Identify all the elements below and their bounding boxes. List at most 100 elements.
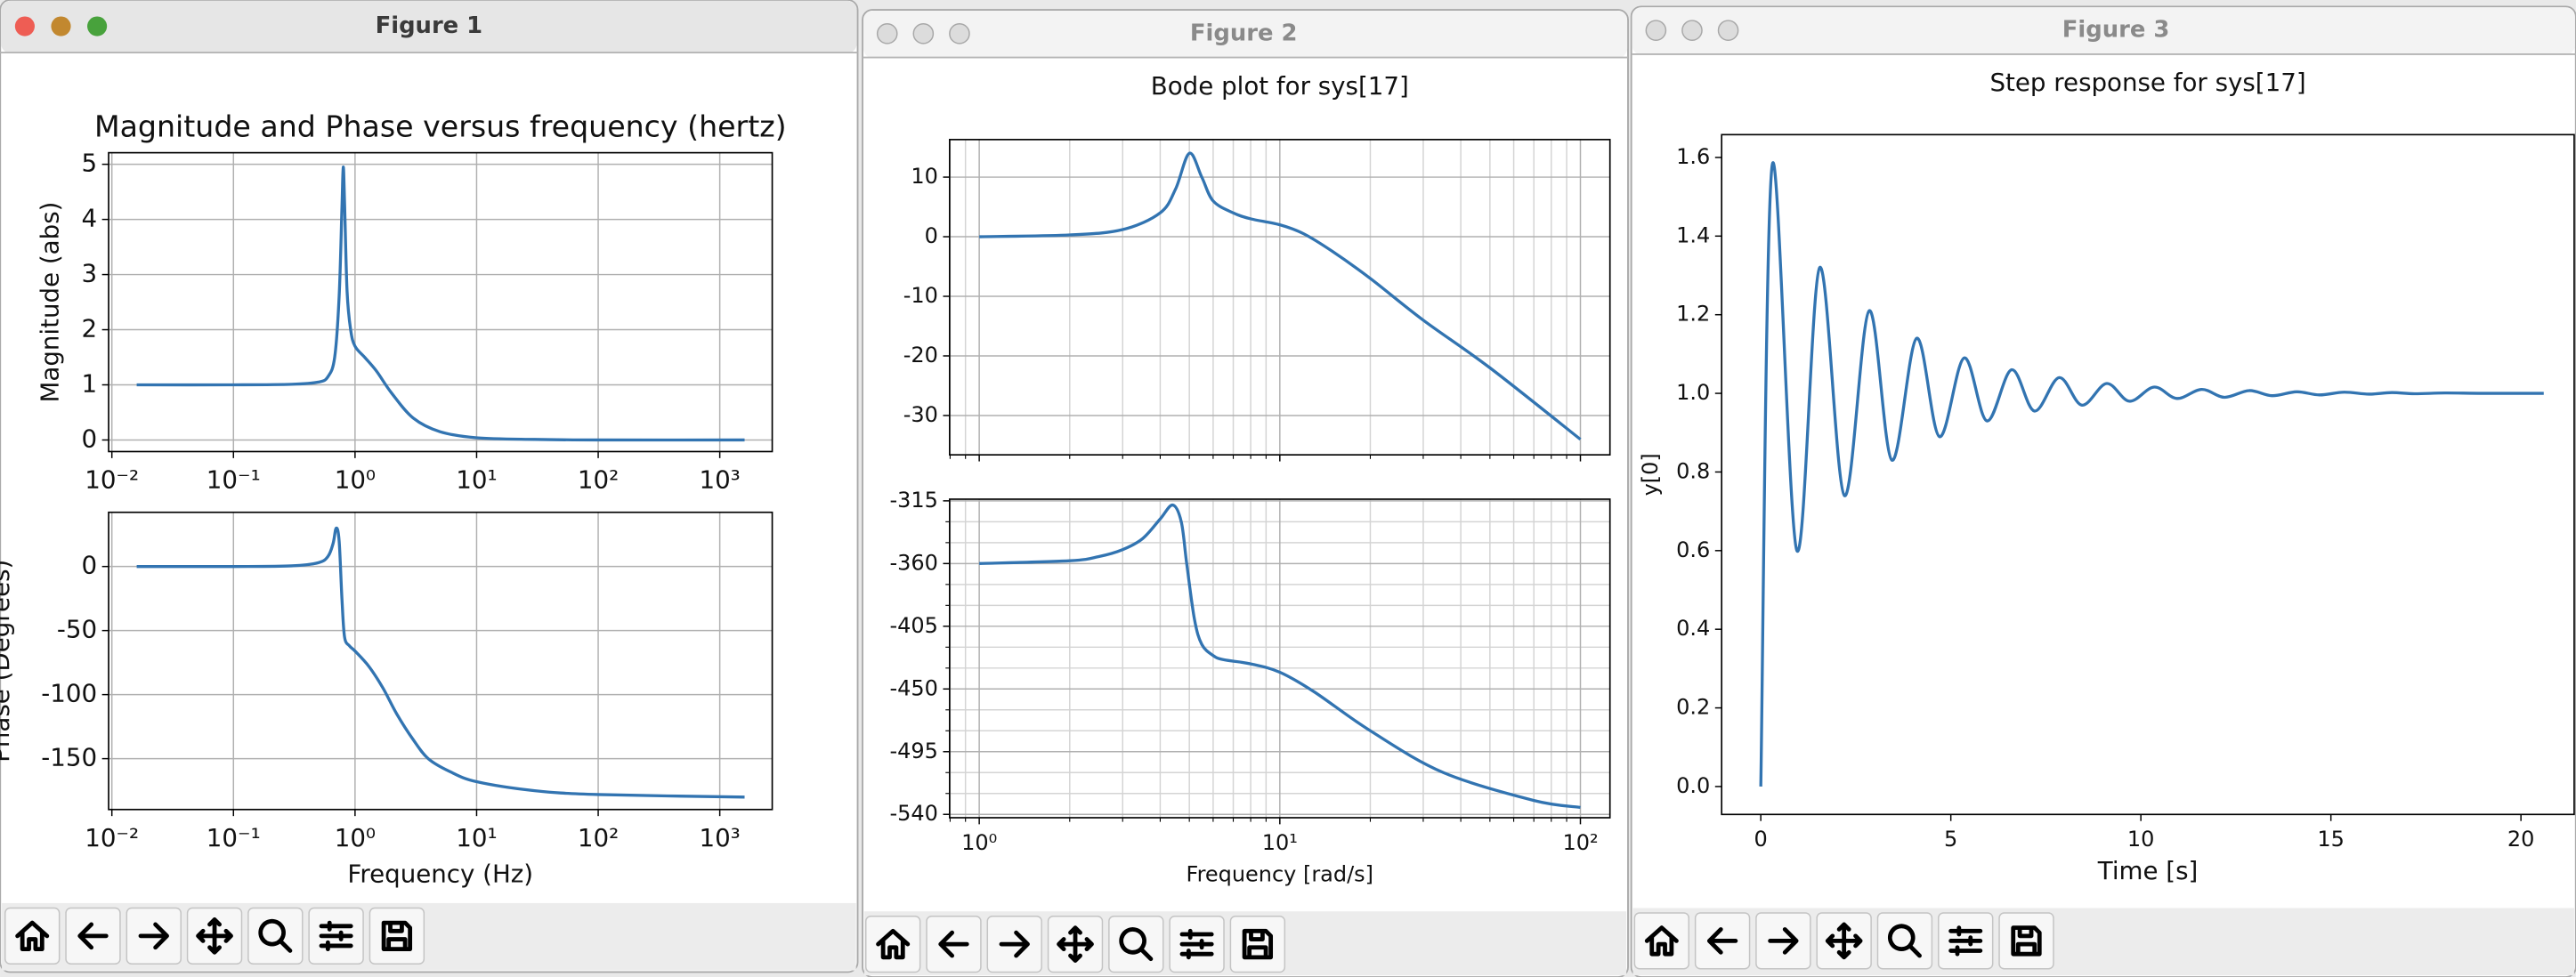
y-tick-label: 1.6 — [1676, 144, 1710, 169]
x-tick-label: 15 — [2317, 827, 2345, 852]
toolbar-icon — [1179, 928, 1214, 960]
toolbar-icon — [319, 920, 353, 952]
axes-frame — [108, 511, 774, 811]
zoom-button[interactable] — [1876, 912, 1933, 970]
x-tick-label: 0 — [1754, 827, 1768, 852]
y-tick-label: -495 — [890, 739, 938, 763]
save-button[interactable] — [369, 907, 425, 965]
minimize-button[interactable] — [912, 23, 935, 44]
x-tick-label: 10⁻¹ — [207, 465, 261, 495]
toolbar-icon — [1768, 927, 1799, 955]
zoom-window-button[interactable] — [87, 16, 108, 36]
y-tick-label: 1.0 — [1676, 380, 1710, 405]
x-tick-label: 10² — [1562, 830, 1598, 855]
close-button[interactable] — [14, 16, 35, 36]
x-tick-label: 10² — [578, 465, 619, 495]
minimize-button[interactable] — [51, 16, 71, 36]
toolbar-icon — [138, 922, 169, 950]
x-tick-label: 10³ — [699, 823, 740, 852]
data-line — [136, 166, 745, 442]
data-line — [136, 526, 745, 799]
figure-window: Figure 2 -30 -20 -10 0 10 Bode plot for sys[17… — [862, 9, 1629, 977]
x-axis-label: Frequency [rad/s] — [1187, 862, 1373, 887]
toolbar-icon — [381, 920, 413, 952]
y-tick-label: 3 — [81, 259, 97, 288]
y-tick-label: -20 — [903, 343, 938, 367]
y-tick-label: 0 — [81, 424, 97, 453]
plot-area — [1721, 134, 2574, 815]
x-tick-label: 10⁻² — [85, 465, 139, 495]
y-tick-label: -315 — [890, 488, 938, 513]
close-button[interactable] — [876, 23, 898, 44]
figure-canvas: -30 -20 -10 0 10 Bode plot for sys[17] 10⁰ 10¹ 1… — [890, 71, 1611, 887]
y-tick-label: 0.6 — [1676, 537, 1710, 562]
y-tick-label: -50 — [57, 615, 97, 644]
toolbar-icon — [77, 922, 109, 950]
y-tick-label: 0.2 — [1676, 695, 1710, 720]
y-tick-label: 1 — [81, 368, 97, 398]
x-tick-label: 10¹ — [456, 465, 497, 495]
title-bar — [863, 10, 1628, 59]
home-button[interactable] — [864, 915, 921, 973]
window-title: Figure 2 — [1190, 20, 1298, 46]
y-axis-label: y[0] — [1638, 453, 1663, 496]
close-button[interactable] — [1645, 20, 1667, 41]
x-axis-label: Frequency (Hz) — [347, 860, 533, 889]
figure-canvas: 0 5 10 15 20 0.0 0.2 0.4 0.6 0.8 1.0 1.2 1.4 1.6 Step … — [1638, 68, 2575, 885]
data-line — [1759, 161, 2544, 787]
y-tick-label: 1.4 — [1676, 222, 1710, 247]
x-tick-label: 10⁰ — [335, 823, 376, 852]
minimize-button[interactable] — [1681, 20, 1703, 41]
y-tick-label: -30 — [903, 402, 938, 427]
chart-title: Magnitude and Phase versus frequency (he… — [94, 109, 787, 143]
x-tick-label: 10⁰ — [335, 465, 376, 495]
y-tick-label: 0.8 — [1676, 458, 1710, 483]
y-tick-label: 0.4 — [1676, 616, 1710, 641]
zoom-window-button[interactable] — [1717, 20, 1739, 41]
toolbar-icon — [196, 917, 233, 955]
zoom-button[interactable] — [1108, 915, 1164, 973]
window-title: Figure 3 — [2062, 17, 2170, 44]
zoom-button[interactable] — [247, 907, 304, 965]
chart-title: Step response for sys[17] — [1989, 68, 2305, 97]
y-tick-label: 1.2 — [1676, 302, 1710, 327]
title-bar — [1, 0, 857, 53]
x-axis-label: Time [s] — [2097, 856, 2199, 885]
toolbar-icon — [15, 920, 50, 952]
y-tick-label: -540 — [890, 801, 938, 826]
save-button[interactable] — [1998, 912, 2054, 970]
save-button[interactable] — [1229, 915, 1286, 973]
x-tick-label: 20 — [2507, 827, 2535, 852]
toolbar-icon — [1948, 925, 1983, 957]
title-bar — [1632, 7, 2575, 55]
toolbar-icon — [2011, 925, 2042, 957]
toolbar-icon — [1706, 927, 1738, 955]
x-tick-label: 10⁻² — [85, 823, 139, 852]
figure-window: Figure 3 0 5 10 15 20 0.0 0.2 0.4 0.6 0.8 1.0 1.2 1.4… — [1630, 5, 2576, 977]
window-title: Figure 1 — [376, 12, 483, 39]
y-tick-label: -100 — [41, 679, 97, 708]
home-button[interactable] — [1633, 912, 1690, 970]
axes-frame — [949, 498, 1611, 819]
home-button[interactable] — [4, 907, 61, 965]
toolbar-icon — [1644, 925, 1679, 957]
y-tick-label: -150 — [41, 743, 97, 772]
x-tick-label: 10¹ — [456, 823, 497, 852]
figure-canvas: 10⁻² 10⁻¹ 10⁰ 10¹ 10² 10³ 0 1 2 3 4 5 Magnitude and … — [0, 109, 787, 888]
y-tick-label: 10 — [911, 164, 938, 189]
y-axis-label: Phase (Degrees) — [0, 560, 15, 763]
y-tick-label: -405 — [890, 613, 938, 638]
x-tick-label: 10² — [578, 823, 619, 852]
x-tick-label: 5 — [1944, 827, 1957, 852]
plot-area — [109, 152, 773, 452]
y-axis-label: Magnitude (abs) — [35, 202, 64, 403]
figure-window: Figure 1 10⁻² 10⁻¹ 10⁰ 10¹ 10² 10³ 0 1 2 3 4 5 Magnit… — [0, 0, 859, 973]
axes-frame — [949, 139, 1611, 456]
plot-area — [109, 512, 773, 810]
zoom-window-button[interactable] — [949, 23, 970, 44]
axes-frame — [1721, 133, 2575, 816]
toolbar-icon — [1242, 928, 1274, 960]
x-tick-label: 10⁰ — [961, 830, 997, 855]
x-tick-label: 10 — [2127, 827, 2155, 852]
